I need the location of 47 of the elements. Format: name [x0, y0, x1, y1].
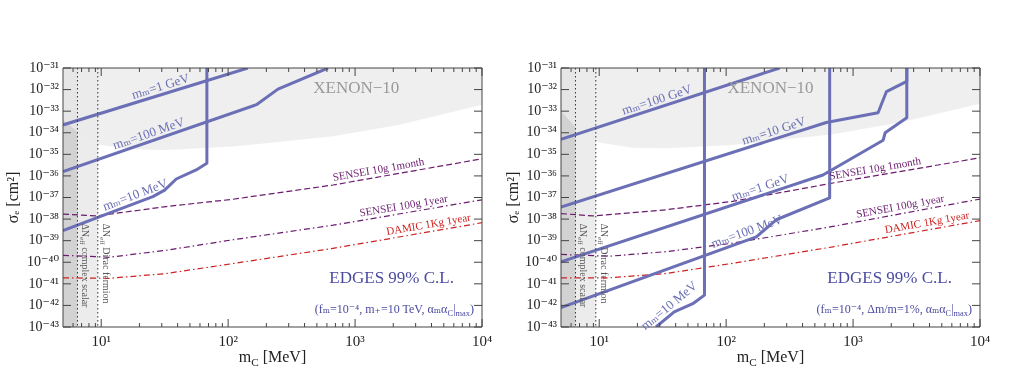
- y-tick-label: 10⁻³⁹: [28, 232, 60, 248]
- annotation: mₘ=10 GeV: [739, 113, 809, 148]
- y-tick-label: 10⁻³³: [29, 102, 59, 118]
- x-tick-label: 10³: [843, 332, 864, 349]
- x-tick-label: 10²: [716, 332, 737, 349]
- y-tick-label: 10⁻³⁴: [526, 124, 558, 140]
- y-tick-label: 10⁻⁴¹: [526, 275, 557, 291]
- y-tick-label: 10⁻³²: [29, 81, 59, 97]
- annotation: mₘ=1 GeV: [129, 69, 192, 102]
- y-tick-label: 10⁻⁴⁰: [27, 253, 60, 269]
- annotation: SENSEI 10g 1month: [331, 154, 426, 183]
- y-tick-label: 10⁻³⁷: [526, 189, 558, 205]
- y-tick-label: 10⁻³⁷: [28, 189, 60, 205]
- y-tick-label: 10⁻⁴²: [28, 297, 59, 313]
- y-tick-label: 10⁻³⁴: [28, 124, 60, 140]
- x-tick-label: 10¹: [589, 332, 609, 349]
- annotation: XENON−10: [727, 78, 814, 97]
- y-tick-label: 10⁻³⁹: [526, 232, 558, 248]
- annotation: mₘ=10 MeV: [100, 175, 171, 214]
- x-tick-label: 10³: [345, 332, 366, 349]
- y-tick-label: 10⁻³⁶: [28, 167, 60, 183]
- x-tick-label: 10⁴: [471, 332, 493, 349]
- x-tick-label: 10⁴: [969, 332, 991, 349]
- annotation: SENSEI 10g 1month: [828, 154, 923, 182]
- annotation: mₘ=100 GeV: [619, 80, 695, 118]
- annotation: mₘ=1 GeV: [729, 170, 792, 204]
- y-tick-label: 10⁻³¹: [527, 59, 557, 75]
- y-tick-label: 10⁻³⁵: [28, 146, 60, 162]
- y-tick-label: 10⁻⁴⁰: [525, 253, 558, 269]
- y-tick-label: 10⁻⁴³: [526, 318, 557, 334]
- y-tick-label: 10⁻³⁸: [526, 210, 558, 226]
- y-axis-title: σₑ [cm²]: [4, 171, 21, 224]
- x-tick-label: 10¹: [91, 332, 111, 349]
- y-tick-label: 10⁻⁴¹: [28, 275, 59, 291]
- y-tick-label: 10⁻³²: [527, 81, 557, 97]
- x-tick-label: 10²: [218, 332, 239, 349]
- y-tick-label: 10⁻⁴²: [526, 297, 557, 313]
- y-tick-label: 10⁻³⁶: [526, 167, 558, 183]
- y-tick-label: 10⁻³³: [527, 102, 557, 118]
- y-tick-label: 10⁻³⁸: [28, 210, 60, 226]
- y-axis-title: σₑ [cm²]: [504, 171, 521, 224]
- y-tick-label: 10⁻³¹: [29, 59, 59, 75]
- annotation: EDGES 99% C.L.: [329, 268, 455, 287]
- annotation: EDGES 99% C.L.: [827, 268, 953, 287]
- y-tick-label: 10⁻⁴³: [28, 318, 59, 334]
- annotation: XENON−10: [313, 78, 400, 97]
- y-tick-label: 10⁻³⁵: [526, 146, 558, 162]
